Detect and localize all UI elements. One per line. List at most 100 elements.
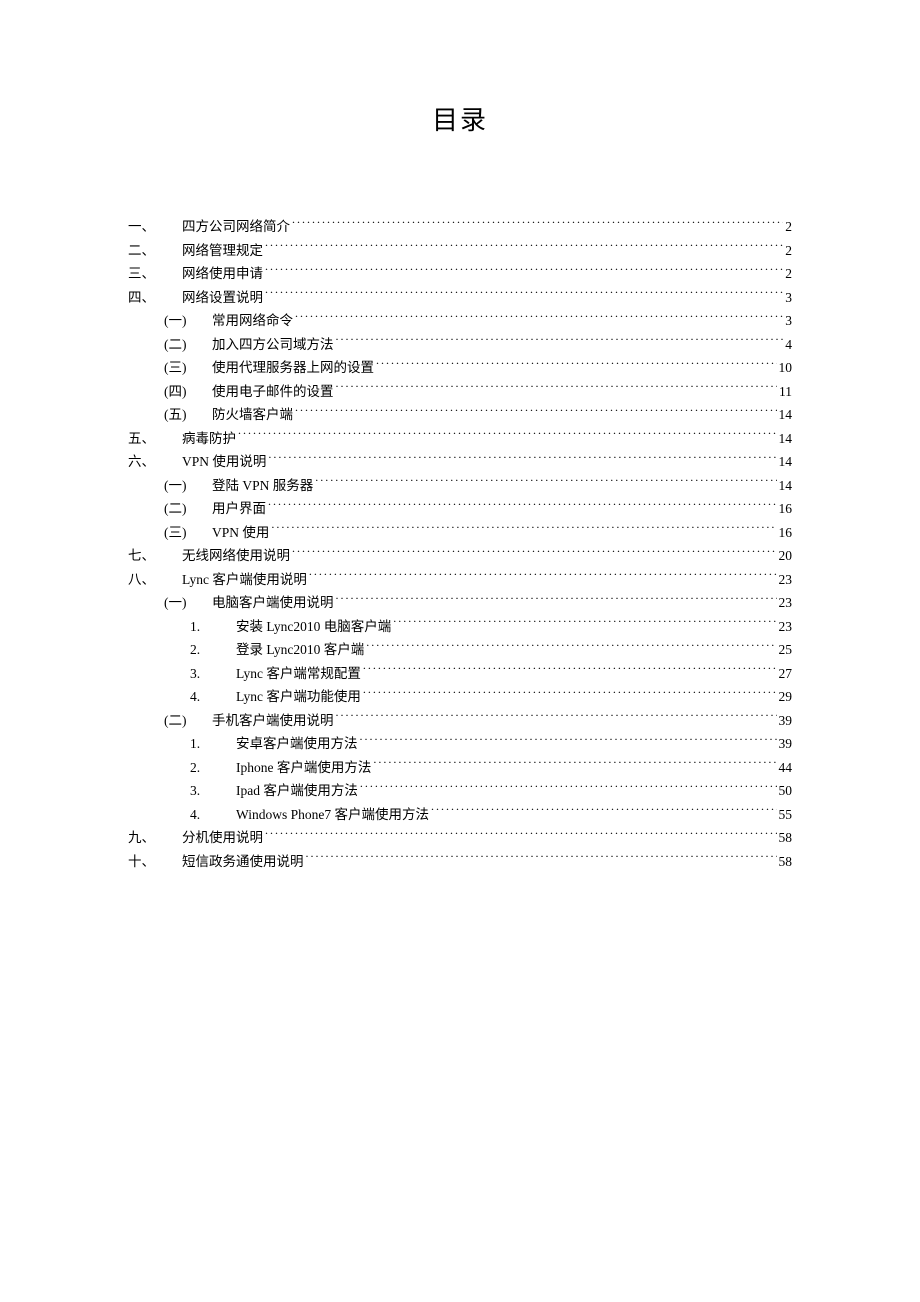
- toc-leader-dots: [431, 805, 777, 819]
- toc-entry-page: 16: [779, 521, 793, 545]
- toc-entry-page: 44: [779, 756, 793, 780]
- toc-entry-label: Lync 客户端常规配置: [236, 662, 361, 686]
- toc-leader-dots: [265, 288, 783, 302]
- toc-entry-page: 27: [779, 662, 793, 686]
- toc-entry-number: (二): [164, 497, 212, 521]
- toc-entry: 2.Iphone 客户端使用方法44: [128, 756, 792, 780]
- toc-entry-label: 网络设置说明: [182, 286, 263, 310]
- toc-entry-number: (三): [164, 356, 212, 380]
- toc-entry-page: 23: [779, 591, 793, 615]
- toc-leader-dots: [315, 476, 776, 490]
- toc-entry: (二)手机客户端使用说明39: [128, 709, 792, 733]
- toc-entry-page: 10: [779, 356, 793, 380]
- toc-entry-label: 常用网络命令: [212, 309, 293, 333]
- toc-entry: 3.Lync 客户端常规配置 27: [128, 662, 792, 686]
- toc-entry-page: 55: [779, 803, 793, 827]
- toc-entry-number: (三): [164, 521, 212, 545]
- toc-entry-number: (二): [164, 333, 212, 357]
- toc-entry: 七、无线网络使用说明20: [128, 544, 792, 568]
- toc-entry: 1.安卓客户端使用方法 39: [128, 732, 792, 756]
- toc-entry-number: 七、: [128, 544, 182, 568]
- toc-leader-dots: [336, 335, 784, 349]
- toc-entry-page: 23: [779, 568, 793, 592]
- toc-entry-number: 1.: [190, 732, 236, 756]
- toc-entry-page: 14: [779, 474, 793, 498]
- toc-entry-page: 2: [785, 215, 792, 239]
- toc-leader-dots: [363, 664, 777, 678]
- page-title: 目录: [128, 100, 792, 137]
- toc-entry-label: 使用代理服务器上网的设置: [212, 356, 374, 380]
- toc-entry-page: 2: [785, 262, 792, 286]
- toc-entry-page: 3: [785, 286, 792, 310]
- toc-entry-label: 使用电子邮件的设置: [212, 380, 334, 404]
- toc-entry: 一、四方公司网络简介 2: [128, 215, 792, 239]
- toc-entry-number: (一): [164, 591, 212, 615]
- toc-entry-number: 4.: [190, 803, 236, 827]
- toc-entry-page: 29: [779, 685, 793, 709]
- toc-entry-number: 十、: [128, 850, 182, 874]
- toc-entry-page: 2: [785, 239, 792, 263]
- toc-entry: 4.Lync 客户端功能使用29: [128, 685, 792, 709]
- toc-entry: 五、病毒防护14: [128, 427, 792, 451]
- toc-entry-number: 三、: [128, 262, 182, 286]
- toc-entry-page: 39: [779, 732, 793, 756]
- toc-leader-dots: [265, 829, 777, 843]
- toc-entry-number: 九、: [128, 826, 182, 850]
- toc-entry-page: 39: [779, 709, 793, 733]
- toc-entry: 九、分机使用说明58: [128, 826, 792, 850]
- toc-entry: 三、网络使用申请 2: [128, 262, 792, 286]
- toc-leader-dots: [265, 265, 783, 279]
- toc-entry-number: 一、: [128, 215, 182, 239]
- toc-leader-dots: [268, 453, 776, 467]
- toc-entry-label: 四方公司网络简介: [182, 215, 290, 239]
- toc-entry-number: (一): [164, 309, 212, 333]
- toc-entry-label: VPN 使用说明: [182, 450, 266, 474]
- toc-leader-dots: [295, 312, 783, 326]
- toc-entry-label: Lync 客户端功能使用: [236, 685, 361, 709]
- toc-entry-label: 电脑客户端使用说明: [212, 591, 334, 615]
- toc-entry-number: 2.: [190, 638, 236, 662]
- toc-leader-dots: [393, 617, 776, 631]
- toc-entry-label: 安卓客户端使用方法: [236, 732, 358, 756]
- toc-entry: 4.Windows Phone7 客户端使用方法55: [128, 803, 792, 827]
- toc-entry: 六、VPN 使用说明14: [128, 450, 792, 474]
- toc-leader-dots: [363, 688, 777, 702]
- toc-entry-page: 14: [779, 403, 793, 427]
- toc-entry-page: 16: [779, 497, 793, 521]
- toc-entry: 3.Ipad 客户端使用方法50: [128, 779, 792, 803]
- toc-entry: 八、Lync 客户端使用说明23: [128, 568, 792, 592]
- toc-entry-number: (一): [164, 474, 212, 498]
- toc-entry: (一)电脑客户端使用说明 23: [128, 591, 792, 615]
- toc-leader-dots: [238, 429, 777, 443]
- toc-entry: (一)常用网络命令3: [128, 309, 792, 333]
- toc-leader-dots: [309, 570, 777, 584]
- toc-leader-dots: [271, 523, 776, 537]
- toc-leader-dots: [373, 758, 776, 772]
- toc-entry-label: VPN 使用: [212, 521, 269, 545]
- toc-entry: 2.登录 Lync2010 客户端25: [128, 638, 792, 662]
- toc-entry: (五)防火墙客户端14: [128, 403, 792, 427]
- toc-entry-page: 4: [785, 333, 792, 357]
- toc-entry-label: 网络使用申请: [182, 262, 263, 286]
- toc-leader-dots: [360, 782, 777, 796]
- toc-entry-label: 安装 Lync2010 电脑客户端: [236, 615, 391, 639]
- toc-entry: (三)VPN 使用 16: [128, 521, 792, 545]
- toc-leader-dots: [360, 735, 777, 749]
- toc-entry: (二)用户界面16: [128, 497, 792, 521]
- toc-entry-page: 23: [779, 615, 793, 639]
- toc-leader-dots: [268, 500, 777, 514]
- toc-entry-number: (四): [164, 380, 212, 404]
- toc-entry-label: 网络管理规定: [182, 239, 263, 263]
- toc-entry-page: 20: [779, 544, 793, 568]
- toc-leader-dots: [292, 218, 783, 232]
- toc-entry-page: 25: [779, 638, 793, 662]
- toc-entry: 十、短信政务通使用说明58: [128, 850, 792, 874]
- toc-entry-label: 分机使用说明: [182, 826, 263, 850]
- toc-leader-dots: [306, 852, 777, 866]
- toc-leader-dots: [336, 594, 777, 608]
- toc-leader-dots: [336, 711, 777, 725]
- toc-entry-number: 3.: [190, 662, 236, 686]
- toc-entry: 1.安装 Lync2010 电脑客户端23: [128, 615, 792, 639]
- toc-leader-dots: [292, 547, 777, 561]
- toc-entry-number: (五): [164, 403, 212, 427]
